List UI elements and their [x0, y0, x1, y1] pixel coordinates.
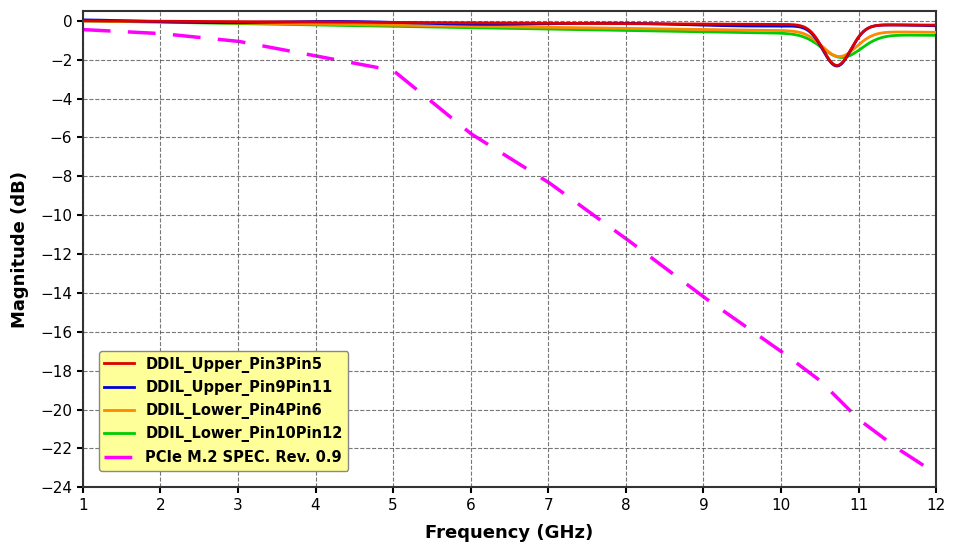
PCIe M.2 SPEC. Rev. 0.9	[404, 81, 415, 87]
DDIL_Upper_Pin9Pin11	[930, 23, 942, 29]
DDIL_Upper_Pin3Pin5	[77, 18, 88, 24]
DDIL_Upper_Pin9Pin11	[77, 17, 88, 23]
DDIL_Upper_Pin9Pin11	[404, 19, 415, 26]
Line: DDIL_Lower_Pin10Pin12: DDIL_Lower_Pin10Pin12	[82, 21, 936, 58]
DDIL_Lower_Pin10Pin12	[174, 19, 186, 26]
Line: PCIe M.2 SPEC. Rev. 0.9: PCIe M.2 SPEC. Rev. 0.9	[82, 29, 936, 474]
DDIL_Lower_Pin10Pin12	[77, 18, 88, 24]
DDIL_Upper_Pin9Pin11	[822, 55, 834, 61]
PCIe M.2 SPEC. Rev. 0.9	[914, 460, 925, 466]
DDIL_Upper_Pin9Pin11	[441, 20, 453, 27]
DDIL_Lower_Pin4Pin6	[822, 48, 834, 54]
DDIL_Lower_Pin10Pin12	[225, 20, 236, 27]
DDIL_Lower_Pin10Pin12	[404, 23, 415, 30]
DDIL_Upper_Pin3Pin5	[225, 18, 236, 25]
DDIL_Lower_Pin4Pin6	[225, 19, 236, 26]
DDIL_Lower_Pin10Pin12	[836, 54, 848, 61]
Line: DDIL_Upper_Pin3Pin5: DDIL_Upper_Pin3Pin5	[82, 21, 936, 65]
PCIe M.2 SPEC. Rev. 0.9	[822, 385, 834, 392]
DDIL_Upper_Pin3Pin5	[930, 22, 942, 28]
DDIL_Lower_Pin4Pin6	[930, 29, 942, 35]
Legend: DDIL_Upper_Pin3Pin5, DDIL_Upper_Pin9Pin11, DDIL_Lower_Pin4Pin6, DDIL_Lower_Pin10: DDIL_Upper_Pin3Pin5, DDIL_Upper_Pin9Pin1…	[99, 351, 348, 471]
DDIL_Lower_Pin10Pin12	[441, 24, 453, 30]
DDIL_Upper_Pin3Pin5	[914, 22, 925, 28]
PCIe M.2 SPEC. Rev. 0.9	[930, 471, 942, 477]
DDIL_Lower_Pin4Pin6	[914, 29, 925, 35]
DDIL_Upper_Pin3Pin5	[441, 19, 453, 26]
DDIL_Upper_Pin9Pin11	[174, 19, 186, 25]
PCIe M.2 SPEC. Rev. 0.9	[441, 111, 453, 118]
Y-axis label: Magnitude (dB): Magnitude (dB)	[11, 171, 29, 328]
DDIL_Lower_Pin10Pin12	[914, 32, 925, 39]
DDIL_Lower_Pin4Pin6	[441, 23, 453, 29]
DDIL_Lower_Pin4Pin6	[834, 53, 845, 60]
DDIL_Lower_Pin4Pin6	[77, 18, 88, 24]
DDIL_Upper_Pin9Pin11	[225, 19, 236, 26]
DDIL_Upper_Pin3Pin5	[174, 18, 186, 25]
DDIL_Lower_Pin4Pin6	[404, 22, 415, 29]
DDIL_Lower_Pin10Pin12	[930, 32, 942, 39]
DDIL_Upper_Pin9Pin11	[832, 62, 843, 69]
DDIL_Upper_Pin9Pin11	[914, 22, 925, 29]
DDIL_Lower_Pin10Pin12	[822, 49, 834, 55]
DDIL_Upper_Pin3Pin5	[832, 62, 843, 69]
DDIL_Lower_Pin4Pin6	[174, 19, 186, 25]
DDIL_Upper_Pin3Pin5	[822, 54, 834, 60]
DDIL_Upper_Pin3Pin5	[404, 19, 415, 26]
PCIe M.2 SPEC. Rev. 0.9	[225, 37, 236, 44]
X-axis label: Frequency (GHz): Frequency (GHz)	[426, 524, 593, 542]
Line: DDIL_Upper_Pin9Pin11: DDIL_Upper_Pin9Pin11	[82, 20, 936, 66]
PCIe M.2 SPEC. Rev. 0.9	[77, 26, 88, 33]
Line: DDIL_Lower_Pin4Pin6: DDIL_Lower_Pin4Pin6	[82, 21, 936, 56]
PCIe M.2 SPEC. Rev. 0.9	[174, 32, 186, 39]
